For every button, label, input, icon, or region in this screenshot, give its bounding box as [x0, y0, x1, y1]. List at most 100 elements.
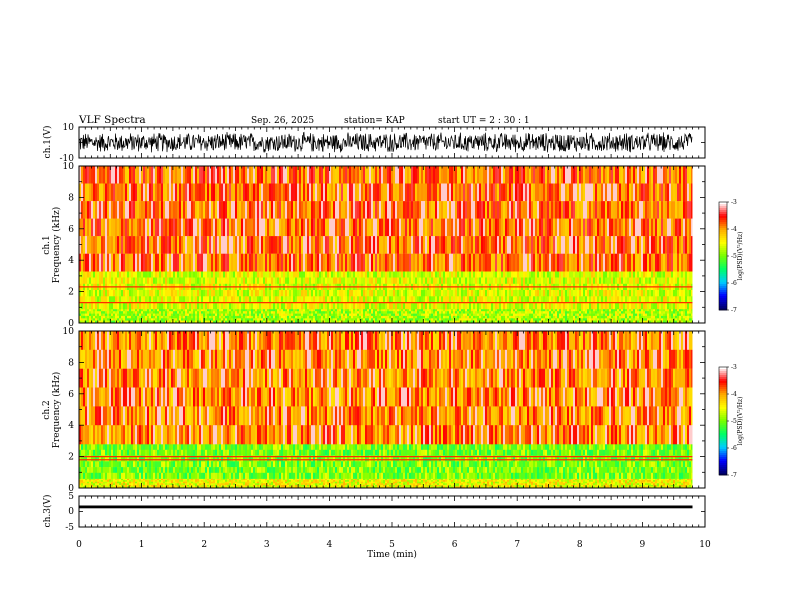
spectrogram-cell	[441, 218, 443, 237]
spectrogram-cell	[393, 271, 395, 278]
spectrogram-cell	[597, 218, 599, 237]
spectrogram-cell	[443, 236, 445, 254]
spectrogram-cell	[337, 320, 339, 324]
spectrogram-cell	[277, 315, 279, 319]
spectrogram-cell	[503, 271, 505, 278]
spectrogram-cell	[439, 315, 441, 319]
spectrogram-cell	[289, 271, 291, 278]
spectrogram-cell	[277, 302, 279, 310]
spectrogram-cell	[423, 296, 425, 303]
spectrogram-cell	[429, 296, 431, 303]
spectrogram-cell	[81, 308, 83, 312]
spectrogram-cell	[389, 183, 391, 202]
spectrogram-cell	[499, 277, 501, 285]
spectrogram-cell	[297, 183, 299, 202]
spectrogram-cell	[437, 318, 439, 321]
spectrogram-cell	[265, 218, 267, 237]
spectrogram-cell	[587, 236, 589, 254]
spectrogram-cell	[181, 302, 183, 310]
spectrogram-cell	[193, 183, 195, 202]
spectrogram-cell	[269, 271, 271, 278]
spectrogram-cell	[411, 302, 413, 310]
spectrogram-cell	[425, 277, 427, 285]
spectrogram-cell	[307, 277, 309, 285]
spectrogram-cell	[151, 271, 153, 278]
spectrogram-cell	[219, 166, 221, 184]
spectrogram-cell	[93, 166, 95, 184]
spectrogram-cell	[283, 320, 285, 324]
spectrogram-cell	[367, 320, 369, 324]
spectrogram-cell	[407, 311, 409, 314]
spectrogram-cell	[223, 166, 225, 184]
spectrogram-cell	[553, 313, 555, 317]
spectrogram-cell	[597, 320, 599, 324]
spectrogram-cell	[165, 308, 167, 312]
spectrogram-cell	[437, 236, 439, 254]
spectrogram-cell	[101, 311, 103, 314]
spectrogram-cell	[557, 318, 559, 321]
spectrogram-cell	[215, 308, 217, 312]
spectrogram-cell	[265, 302, 267, 310]
spectrogram-cell	[103, 218, 105, 237]
spectrogram-cell	[365, 218, 367, 237]
spectrogram-cell	[599, 320, 601, 324]
spectrogram-cell	[197, 277, 199, 285]
spectrogram-cell	[417, 253, 419, 272]
spectrogram-cell	[285, 296, 287, 303]
spectrogram-cell	[559, 183, 561, 202]
spectrogram-cell	[187, 311, 189, 314]
spectrogram-cell	[209, 311, 211, 314]
spectrogram-cell	[391, 218, 393, 237]
spectrogram-cell	[79, 320, 81, 324]
spectrogram-cell	[101, 320, 103, 324]
spectrogram-cell	[465, 271, 467, 278]
spectrogram-cell	[541, 290, 543, 297]
spectrogram-cell	[585, 318, 587, 321]
spectrogram-cell	[207, 183, 209, 202]
spectrogram-cell	[531, 236, 533, 254]
spectrogram-cell	[277, 277, 279, 285]
spectrogram-cell	[161, 253, 163, 272]
spectrogram-cell	[355, 271, 357, 278]
spectrogram-cell	[557, 201, 559, 219]
spectrogram-cell	[283, 166, 285, 184]
spectrogram-cell	[311, 302, 313, 310]
spectrogram-cell	[361, 313, 363, 317]
spectrogram-cell	[525, 183, 527, 202]
spectrogram-cell	[239, 201, 241, 219]
spectrogram-cell	[593, 308, 595, 312]
spectrogram-cell	[527, 271, 529, 278]
spectrogram-cell	[539, 166, 541, 184]
spectrogram-cell	[119, 218, 121, 237]
spectrogram-cell	[313, 320, 315, 324]
spectrogram-cell	[487, 218, 489, 237]
spectrogram-cell	[457, 311, 459, 314]
spectrogram-cell	[269, 315, 271, 319]
spectrogram-cell	[173, 183, 175, 202]
spectrogram-cell	[137, 201, 139, 219]
spectrogram-cell	[553, 271, 555, 278]
spectrogram-cell	[227, 311, 229, 314]
spectrogram-cell	[265, 290, 267, 297]
spectrogram-cell	[99, 166, 101, 184]
spectrogram-cell	[589, 166, 591, 184]
spectrogram-cell	[145, 308, 147, 312]
spectrogram-cell	[347, 308, 349, 312]
spectrogram-cell	[163, 302, 165, 310]
spectrogram-cell	[345, 296, 347, 303]
spectrogram-cell	[123, 296, 125, 303]
spectrogram-cell	[485, 218, 487, 237]
spectrogram-cell	[429, 271, 431, 278]
spectrogram-cell	[201, 296, 203, 303]
spectrogram-cell	[353, 296, 355, 303]
spectrogram-cell	[181, 315, 183, 319]
spectrogram-cell	[537, 183, 539, 202]
spectrogram-cell	[417, 271, 419, 278]
spectrogram-cell	[325, 201, 327, 219]
spectrogram-cell	[471, 277, 473, 285]
spectrogram-cell	[205, 296, 207, 303]
spectrogram-cell	[123, 236, 125, 254]
spectrogram-cell	[605, 311, 607, 314]
spectrogram-cell	[171, 271, 173, 278]
spectrogram-cell	[447, 315, 449, 319]
